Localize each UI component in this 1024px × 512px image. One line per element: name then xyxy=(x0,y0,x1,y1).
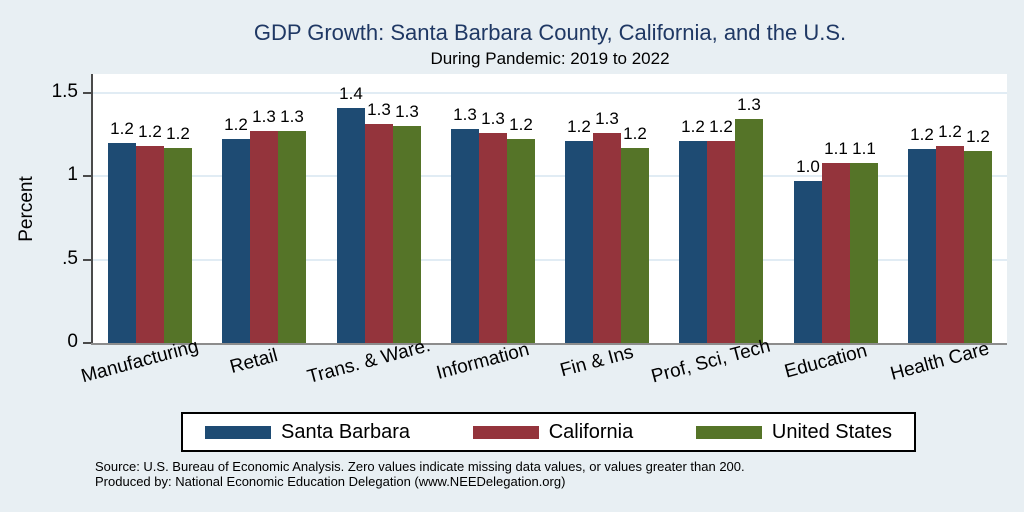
bar-value-label: 1.2 xyxy=(709,117,733,136)
bar-value-label: 1.4 xyxy=(339,84,363,103)
bar-value-label: 1.2 xyxy=(224,115,248,134)
bar-value-label: 1.2 xyxy=(910,125,934,144)
bar-california xyxy=(136,146,164,343)
bar-united-states xyxy=(164,148,192,343)
y-tick-label: 0 xyxy=(67,331,78,352)
legend-item: Santa Barbara xyxy=(205,421,410,444)
bar-value-label: 1.3 xyxy=(252,107,276,126)
bar-united-states xyxy=(964,151,992,343)
bar-value-label: 1.3 xyxy=(481,109,505,128)
bar-value-label: 1.2 xyxy=(938,122,962,141)
bar-value-label: 1.2 xyxy=(166,124,190,143)
bar-value-label: 1.2 xyxy=(509,115,533,134)
legend-swatch-california xyxy=(472,425,539,439)
bar-value-label: 1.2 xyxy=(681,117,705,136)
y-tick-label: .5 xyxy=(62,247,78,269)
bar-value-label: 1.2 xyxy=(110,119,134,138)
bar-united-states xyxy=(393,126,421,343)
bar-united-states xyxy=(621,148,649,343)
legend: Santa Barbara California United States xyxy=(181,412,916,452)
bar-santa-barbara xyxy=(222,139,250,343)
x-axis-line xyxy=(91,343,1007,345)
bar-california xyxy=(365,124,393,343)
y-axis-title: Percent xyxy=(16,176,37,242)
footer-notes: Source: U.S. Bureau of Economic Analysis… xyxy=(95,459,745,489)
legend-swatch-santa-barbara xyxy=(205,425,271,439)
bar-value-label: 1.1 xyxy=(824,139,848,158)
bar-california xyxy=(479,133,507,343)
bar-value-label: 1.2 xyxy=(966,127,990,146)
legend-item-label: United States xyxy=(771,420,892,443)
legend-item: United States xyxy=(695,420,892,444)
y-axis-line xyxy=(91,74,93,345)
bar-california xyxy=(707,141,735,343)
bar-value-label: 1.3 xyxy=(453,105,477,124)
bar-value-label: 1.3 xyxy=(395,102,419,121)
bar-santa-barbara xyxy=(108,143,136,343)
legend-item-label: Santa Barbara xyxy=(281,420,410,443)
legend-swatch-united-states xyxy=(695,425,762,439)
bar-value-label: 1.0 xyxy=(796,157,820,176)
y-tick-mark xyxy=(83,342,91,344)
bar-united-states xyxy=(278,131,306,343)
gridline xyxy=(93,175,1007,177)
produced-by-note: Produced by: National Economic Education… xyxy=(95,474,566,489)
y-tick-label: 1.5 xyxy=(51,80,78,102)
source-note: Source: U.S. Bureau of Economic Analysis… xyxy=(95,459,745,474)
bar-california xyxy=(593,133,621,343)
bar-value-label: 1.2 xyxy=(138,122,162,141)
chart-title: GDP Growth: Santa Barbara County, Califo… xyxy=(253,20,847,45)
y-tick-label: 1 xyxy=(67,164,78,185)
y-tick-mark xyxy=(83,175,91,177)
bar-california xyxy=(822,163,850,343)
bar-santa-barbara xyxy=(451,129,479,343)
bar-united-states xyxy=(507,139,535,343)
bar-santa-barbara xyxy=(337,108,365,343)
y-tick-mark xyxy=(83,91,91,94)
chart-subtitle: During Pandemic: 2019 to 2022 xyxy=(430,49,670,68)
bar-santa-barbara xyxy=(679,141,707,343)
bar-value-label: 1.3 xyxy=(737,95,761,114)
bar-santa-barbara xyxy=(565,141,593,343)
gridline xyxy=(93,258,1007,261)
bar-united-states xyxy=(850,163,878,343)
bar-value-label: 1.1 xyxy=(852,139,876,158)
legend-item: California xyxy=(472,420,634,444)
bar-santa-barbara xyxy=(794,181,822,343)
bar-value-label: 1.2 xyxy=(567,117,591,136)
bar-value-label: 1.3 xyxy=(595,109,619,128)
bar-value-label: 1.3 xyxy=(280,107,304,126)
legend-item-label: California xyxy=(548,420,634,443)
gridline xyxy=(93,91,1007,94)
bar-santa-barbara xyxy=(908,149,936,343)
y-tick-mark xyxy=(83,258,91,261)
bar-united-states xyxy=(735,119,763,343)
bar-california xyxy=(936,146,964,343)
plot-area: 1.2 1.2 1.2 1.2 1.3 1.3 1.4 1.3 1.3 1.3 1.3 1.2 1.2 1… xyxy=(93,74,1007,343)
bar-value-label: 1.3 xyxy=(367,100,391,119)
bar-california xyxy=(250,131,278,343)
bar-value-label: 1.2 xyxy=(623,124,647,143)
